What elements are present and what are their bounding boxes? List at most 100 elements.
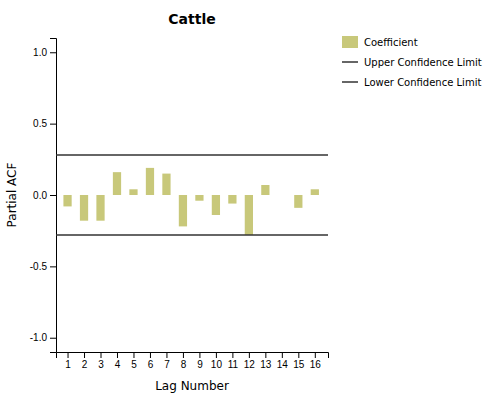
x-tick-label: 8: [181, 359, 187, 370]
x-tick-label: 16: [310, 359, 322, 370]
x-tick-label: 6: [148, 359, 154, 370]
x-tick: 6: [148, 352, 154, 370]
legend-label: Lower Confidence Limit: [364, 77, 481, 88]
x-tick-mark: [117, 352, 118, 358]
x-tick-label: 4: [115, 359, 121, 370]
x-tick: 14: [277, 352, 289, 370]
bar: [195, 195, 203, 201]
x-tick: 5: [131, 352, 137, 370]
bar: [311, 189, 319, 195]
y-axis-title: Partial ACF: [5, 163, 19, 228]
x-tick: 10: [211, 352, 223, 370]
x-tick: 13: [260, 352, 272, 370]
x-axis-title: Lag Number: [155, 379, 229, 393]
x-tick-mark: [216, 352, 217, 358]
bar: [245, 195, 253, 235]
x-tick-mark: [199, 352, 200, 358]
legend-item: Coefficient: [342, 36, 418, 48]
bar: [179, 195, 187, 226]
x-tick-mark: [84, 352, 85, 358]
y-tick: 1.0: [33, 47, 56, 58]
y-axis: -1.0 -0.5 0.0 0.5 1.0: [30, 39, 57, 353]
x-tick-label: 5: [131, 359, 137, 370]
y-tick: -1.0: [30, 332, 56, 343]
x-tick: 7: [164, 352, 170, 370]
y-tick-label: 0.0: [33, 190, 47, 201]
x-tick-label: 12: [244, 359, 256, 370]
x-tick-mark: [298, 352, 299, 358]
bar: [129, 189, 137, 195]
bar: [96, 195, 104, 221]
x-tick-mark: [68, 352, 69, 358]
y-tick-label: 0.5: [33, 118, 47, 129]
legend-item: Upper Confidence Limit: [342, 57, 482, 68]
x-tick-mark: [265, 352, 266, 358]
x-tick: 9: [197, 352, 203, 370]
x-tick-mark: [166, 352, 167, 358]
y-tick: 0.0: [33, 190, 56, 201]
x-tick-label: 10: [211, 359, 223, 370]
x-tick-mark: [101, 352, 102, 358]
reference-line: [56, 154, 328, 156]
bar: [228, 195, 236, 204]
bar: [162, 174, 170, 195]
chart-title: Cattle: [168, 11, 215, 27]
x-tick-label: 1: [65, 359, 71, 370]
x-tick-label: 2: [82, 359, 88, 370]
legend-swatch: [342, 61, 358, 63]
bar: [113, 172, 121, 195]
x-tick-label: 15: [293, 359, 305, 370]
y-tick: 0.5: [33, 118, 56, 129]
x-tick-label: 7: [164, 359, 170, 370]
x-axis: 12345678910111213141516: [57, 352, 329, 370]
x-tick: 11: [228, 352, 239, 370]
x-tick-label: 14: [277, 359, 289, 370]
bar: [294, 195, 302, 208]
x-axis-line: [57, 353, 329, 359]
y-tick-mark: [50, 52, 56, 53]
y-tick-mark: [50, 195, 56, 196]
x-tick-mark: [183, 352, 184, 358]
x-tick-mark: [249, 352, 250, 358]
y-tick-mark: [50, 338, 56, 339]
y-tick-mark: [50, 124, 56, 125]
reference-line: [56, 234, 328, 236]
x-tick-mark: [282, 352, 283, 358]
x-tick: 1: [65, 352, 71, 370]
y-tick-label: 1.0: [33, 47, 47, 58]
x-tick-label: 9: [197, 359, 203, 370]
chart-svg: 12345678910111213141516-1.0-0.50.00.51.0…: [0, 0, 500, 400]
x-tick: 8: [181, 352, 187, 370]
x-tick: 3: [98, 352, 104, 370]
x-tick: 2: [82, 352, 88, 370]
plot-marks: [56, 155, 328, 235]
bar: [146, 168, 154, 195]
x-tick: 15: [293, 352, 305, 370]
bar: [278, 195, 286, 196]
x-tick-mark: [133, 352, 134, 358]
y-axis-line: [50, 39, 57, 353]
legend-swatch: [342, 81, 358, 83]
x-tick-label: 11: [228, 359, 239, 370]
y-tick-label: -1.0: [30, 332, 48, 343]
bar: [261, 185, 269, 195]
bar: [80, 195, 88, 221]
legend-swatch: [342, 36, 358, 48]
y-tick: -0.5: [30, 261, 56, 272]
x-tick-mark: [150, 352, 151, 358]
y-tick-label: -0.5: [30, 261, 48, 272]
x-tick-mark: [232, 352, 233, 358]
legend-item: Lower Confidence Limit: [342, 77, 481, 88]
bar-series: [63, 168, 319, 235]
y-tick-mark: [50, 266, 56, 267]
x-tick: 12: [244, 352, 256, 370]
bar: [63, 195, 71, 206]
x-tick-label: 3: [98, 359, 104, 370]
legend-label: Upper Confidence Limit: [364, 57, 482, 68]
x-tick: 4: [115, 352, 121, 370]
bar: [212, 195, 220, 215]
x-tick-mark: [315, 352, 316, 358]
x-tick: 16: [310, 352, 322, 370]
legend: Coefficient Upper Confidence Limit Lower C…: [342, 36, 482, 88]
legend-label: Coefficient: [364, 37, 418, 48]
